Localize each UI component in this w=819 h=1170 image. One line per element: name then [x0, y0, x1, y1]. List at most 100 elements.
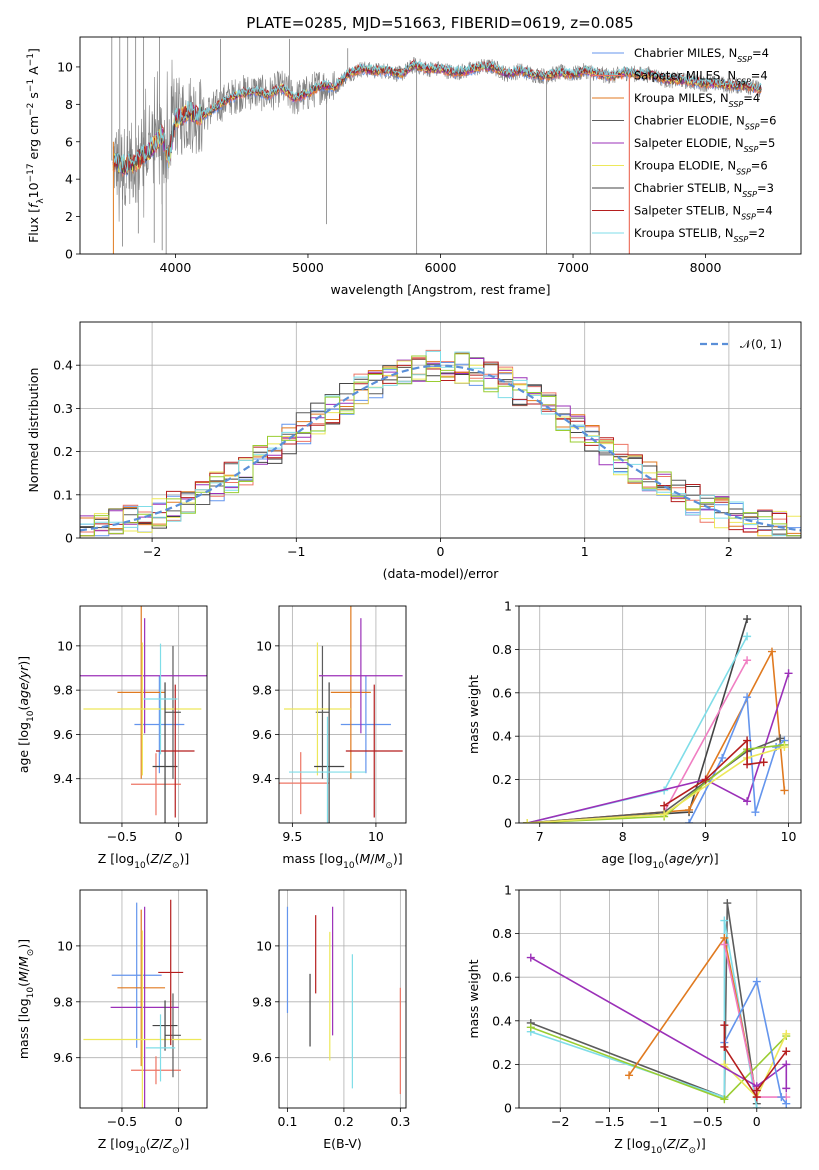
weight-line: [527, 648, 786, 823]
weight-marker: [720, 1042, 729, 1051]
panel-mass-vs-EBV: 0.1 0.2 0.3 9.6 9.8 10 E(B-V): [252, 889, 410, 1151]
x-tick-label: −0.5: [692, 1114, 722, 1129]
y-tick-label: 0: [65, 531, 73, 546]
weight-marker: [701, 775, 710, 784]
weight-marker: [720, 1095, 729, 1104]
y-axis-label: mass weight: [466, 675, 481, 754]
legend-entry: Chabrier MILES, NSSP=4: [634, 46, 769, 64]
y-tick-label: 0.4: [53, 358, 73, 373]
x-tick-label: −2: [143, 544, 161, 559]
weight-marker: [743, 736, 752, 745]
legend-entry: 𝒩(0, 1): [740, 337, 782, 351]
y-tick-label: 2: [65, 209, 73, 224]
panel-massweight-vs-Z: −2 −1.5 −1 −0.5 0 0 0.2 0.4 0.6 0.8 1 Z [log10(Z/Z⊙…: [466, 883, 802, 1156]
x-tick-label: 10: [781, 829, 797, 844]
weight-marker: [743, 797, 752, 806]
weight-marker: [782, 1047, 791, 1056]
weight-marker: [782, 1060, 791, 1069]
weight-marker: [720, 1021, 729, 1030]
weight-marker: [752, 1086, 761, 1095]
gaussian-curve: [80, 364, 801, 532]
panel-age-vs-Z: −0.5 0 9.4 9.6 9.8 10 Z [log10(Z/Z⊙)] age [log1…: [16, 605, 208, 871]
legend-entry: Salpeter STELIB, NSSP=4: [634, 204, 773, 222]
weight-marker: [523, 819, 532, 823]
y-tick-label: 0.4: [492, 729, 512, 744]
grid: [80, 890, 207, 1108]
panel-massweight-vs-age: 7 8 9 10 0 0.2 0.4 0.6 0.8 1 age [log10(age/yr)] ma…: [466, 599, 802, 871]
weight-marker: [777, 1093, 786, 1102]
weight-marker: [752, 977, 761, 986]
y-tick-label: 0: [504, 1101, 512, 1116]
y-tick-label: 9.6: [53, 1050, 73, 1065]
weight-marker: [743, 693, 752, 702]
weight-line: [527, 746, 785, 823]
y-tick-label: 9.8: [53, 994, 73, 1009]
weight-marker: [780, 743, 789, 752]
weight-line: [527, 744, 785, 823]
x-axis-label: Z [log10(Z/Z⊙)]: [98, 851, 190, 871]
weight-marker: [743, 760, 752, 769]
y-axis-label: mass weight: [466, 959, 481, 1038]
x-tick-label: 9: [702, 829, 710, 844]
weight-marker: [751, 808, 760, 817]
x-tick-label: 10: [368, 829, 384, 844]
axes-frame: [518, 605, 802, 824]
y-axis-label: age [log10(age/yr)]: [16, 656, 36, 773]
y-tick-label: 0: [65, 247, 73, 262]
y-tick-label: 0.4: [492, 1013, 512, 1028]
weight-line: [530, 920, 758, 1108]
x-tick-label: −1: [287, 544, 305, 559]
weight-line: [527, 659, 748, 823]
x-tick-label: −1: [649, 1114, 667, 1129]
y-tick-label: 1: [504, 599, 512, 614]
weight-marker: [784, 669, 793, 678]
x-tick-label: 4000: [160, 260, 192, 275]
weight-marker: [782, 1099, 791, 1108]
legend-entry: Kroupa ELODIE, NSSP=6: [634, 159, 768, 177]
plot-area: [83, 899, 202, 1108]
y-tick-label: 9.4: [53, 771, 73, 786]
x-tick-label: 0: [175, 1114, 183, 1129]
y-tick-label: 9.4: [252, 771, 272, 786]
weight-marker: [660, 801, 669, 810]
x-axis-label: E(B-V): [323, 1136, 362, 1151]
x-tick-label: 0.3: [390, 1114, 410, 1129]
y-tick-label: 9.8: [252, 683, 272, 698]
weight-marker: [743, 632, 752, 641]
x-tick-label: 9.5: [282, 829, 302, 844]
axes-frame: [79, 605, 208, 824]
y-tick-label: 8: [65, 97, 73, 112]
weight-marker: [743, 615, 752, 624]
weight-line: [527, 737, 781, 823]
plot-area: [523, 615, 793, 823]
x-tick-label: 0.2: [334, 1114, 354, 1129]
plot-area: [80, 606, 207, 823]
weight-marker: [780, 786, 789, 795]
y-tick-label: 0.2: [492, 1057, 512, 1072]
x-tick-label: 0: [437, 544, 445, 559]
weight-marker: [782, 1084, 791, 1093]
y-tick-label: 0.8: [492, 926, 512, 941]
x-axis-label: age [log10(age/yr)]: [601, 851, 718, 871]
axes-frame: [79, 36, 802, 255]
weight-line: [723, 979, 787, 1105]
y-tick-label: 10: [256, 938, 272, 953]
y-tick-label: 9.6: [252, 727, 272, 742]
y-axis-label: Normed distribution: [26, 368, 41, 493]
x-tick-label: 8: [619, 829, 627, 844]
x-tick-label: −0.5: [107, 1114, 137, 1129]
axes-frame: [79, 321, 802, 539]
y-tick-label: 0.8: [492, 642, 512, 657]
y-tick-label: 9.8: [53, 683, 73, 698]
weight-marker: [526, 953, 535, 962]
x-tick-label: 1: [581, 544, 589, 559]
x-axis-label: Z [log10(Z/Z⊙)]: [98, 1136, 190, 1156]
x-tick-label: 0: [175, 829, 183, 844]
weight-line: [527, 673, 790, 823]
y-tick-label: 0.2: [53, 444, 73, 459]
y-tick-label: 9.6: [252, 1050, 272, 1065]
weight-marker: [776, 734, 785, 743]
y-tick-label: 9.8: [252, 994, 272, 1009]
weight-marker: [743, 656, 752, 665]
